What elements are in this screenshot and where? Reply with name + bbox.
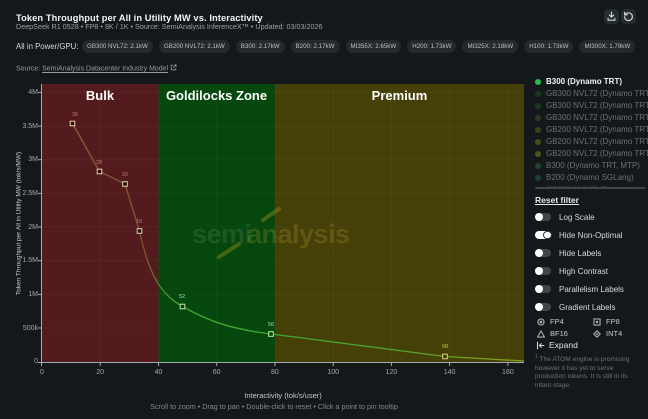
svg-text:semi: semi <box>192 219 252 249</box>
svg-text:analysis: analysis <box>247 219 350 249</box>
